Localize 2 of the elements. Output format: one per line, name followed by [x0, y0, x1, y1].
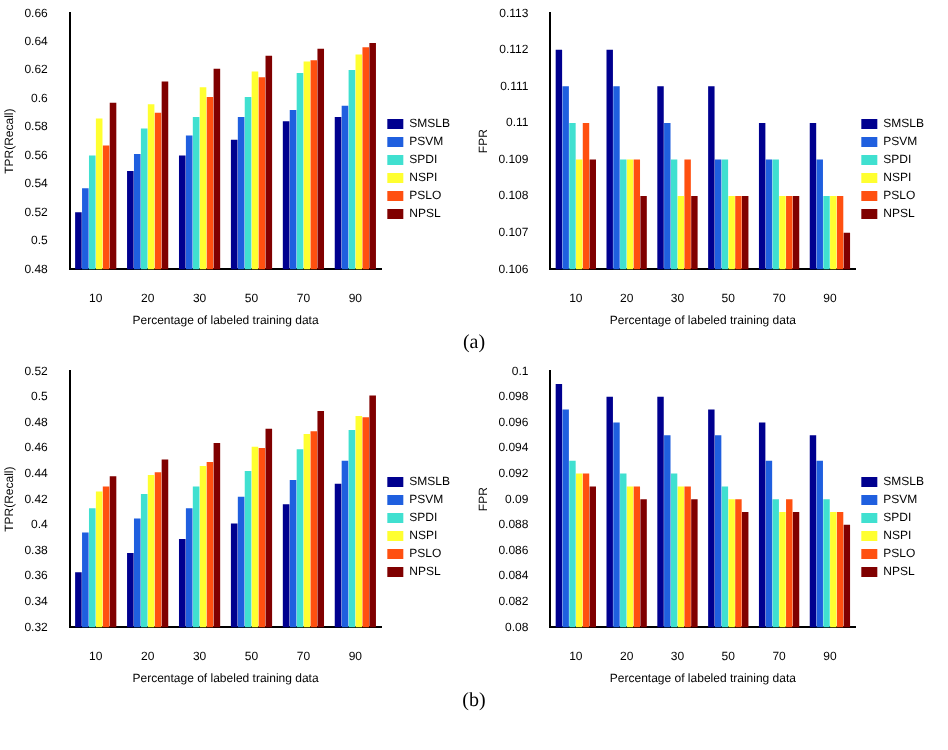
text: (b) — [460, 688, 488, 716]
text: (a) — [460, 330, 488, 358]
